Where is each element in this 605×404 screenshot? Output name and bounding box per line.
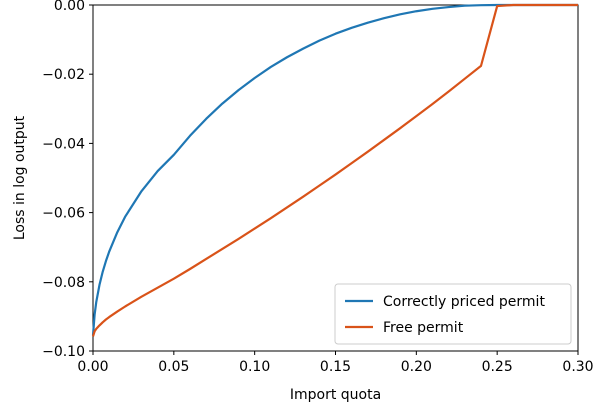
y-tick-label: −0.08 [42,275,85,291]
x-tick-label: 0.10 [239,359,270,375]
y-axis-label: Loss in log output [12,115,28,240]
y-tick-label: −0.10 [42,344,85,360]
y-tick-label: −0.06 [42,206,85,222]
x-tick-label: 0.30 [562,359,593,375]
y-tick-label: −0.04 [42,136,85,152]
x-axis-label: Import quota [290,387,381,403]
x-tick-label: 0.25 [482,359,513,375]
y-axis: 0.00 −0.02 −0.04 −0.06 −0.08 −0.10 [42,0,93,360]
x-axis: 0.00 0.05 0.10 0.15 0.20 0.25 0.30 [77,351,594,375]
x-tick-label: 0.05 [158,359,189,375]
legend-label-1: Correctly priced permit [383,294,545,310]
series-line-1 [91,3,578,336]
y-tick-label: 0.00 [54,0,85,14]
x-tick-label: 0.20 [401,359,432,375]
y-tick-label: −0.02 [42,67,85,83]
legend: Correctly priced permit Free permit [334,283,572,345]
series-layer [91,3,578,337]
legend-box [334,283,572,345]
series-line-2 [91,3,578,337]
x-tick-label: 0.00 [77,359,108,375]
legend-label-2: Free permit [383,320,464,336]
x-tick-label: 0.15 [320,359,351,375]
